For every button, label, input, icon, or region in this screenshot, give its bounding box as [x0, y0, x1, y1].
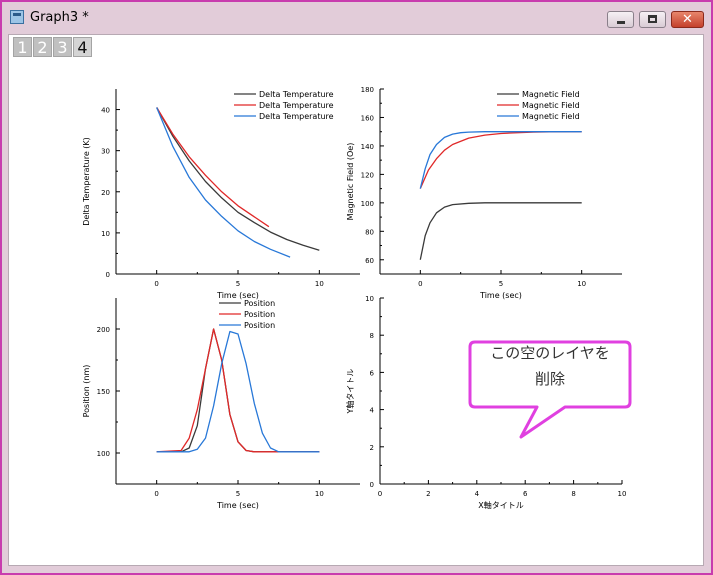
legend-label: Delta Temperature	[259, 90, 334, 99]
y-tick-label: 4	[370, 407, 375, 415]
x-tick-label: 4	[475, 490, 480, 498]
x-tick-label: 0	[154, 280, 158, 288]
y-axis-title: Y軸タイトル	[345, 369, 355, 415]
x-axis-title: Time (sec)	[216, 291, 259, 300]
series-line-1	[156, 328, 320, 453]
y-tick-label: 120	[361, 171, 374, 179]
series-line-1	[419, 202, 582, 260]
series-line-2	[419, 131, 582, 189]
y-tick-label: 10	[365, 295, 374, 303]
y-tick-label: 8	[370, 332, 374, 340]
close-icon: ✕	[682, 12, 693, 27]
y-tick-label: 40	[101, 107, 110, 115]
y-tick-label: 0	[106, 271, 110, 279]
chart-layer-4: 0 2 4 6 8 10 0 2 4 6 8 10 X軸タイトル Y軸タイトル	[345, 295, 626, 510]
legend-label: Delta Temperature	[259, 101, 334, 110]
layer-tab-3[interactable]: 3	[53, 37, 72, 57]
x-axis-title: Time (sec)	[216, 501, 259, 510]
x-tick-label: 6	[523, 490, 528, 498]
legend-label: Delta Temperature	[259, 112, 334, 121]
legend-label: Position	[244, 299, 275, 308]
x-tick-label: 10	[315, 280, 324, 288]
y-tick-label: 100	[361, 200, 374, 208]
window-title: Graph3 *	[30, 10, 89, 25]
x-tick-label: 0	[418, 280, 422, 288]
minimize-button[interactable]	[607, 11, 634, 28]
layer-tab-2[interactable]: 2	[33, 37, 52, 57]
x-tick-label: 5	[499, 280, 503, 288]
maximize-icon	[648, 15, 657, 23]
graph-page[interactable]: 1 2 3 4 0 10 20 30 40 0 5 10 Time (sec) Delta Tem…	[8, 34, 704, 566]
y-tick-label: 200	[97, 326, 110, 334]
x-tick-label: 10	[577, 280, 586, 288]
x-tick-label: 5	[236, 490, 240, 498]
legend-label: Magnetic Field	[522, 101, 580, 110]
x-tick-label: 2	[426, 490, 430, 498]
series-line-2	[156, 107, 270, 228]
chart-layer-1: 0 10 20 30 40 0 5 10 Time (sec) Delta Temperature…	[82, 89, 360, 300]
maximize-button[interactable]	[639, 11, 666, 28]
x-tick-label: 0	[378, 490, 382, 498]
chart-layer-2: 60 80 100 120 140 160 180 0 5 10 Time (sec) Magneti…	[346, 86, 622, 300]
title-bar[interactable]: Graph3 * ✕	[2, 2, 711, 34]
y-tick-label: 20	[101, 189, 110, 197]
close-button[interactable]: ✕	[671, 11, 704, 28]
callout-line-2: 削除	[534, 370, 565, 388]
y-tick-label: 10	[101, 230, 110, 238]
y-tick-label: 160	[361, 114, 374, 122]
series-line-1	[156, 107, 320, 251]
legend-label: Magnetic Field	[522, 90, 580, 99]
y-axis-title: Delta Temperature (K)	[82, 137, 91, 226]
y-tick-label: 100	[97, 450, 110, 458]
y-tick-label: 150	[97, 388, 110, 396]
x-tick-label: 0	[154, 490, 158, 498]
y-tick-label: 0	[370, 481, 374, 489]
callout-bubble	[468, 340, 632, 439]
layer-tab-1[interactable]: 1	[13, 37, 32, 57]
callout-text: この空のレイヤを 削除	[469, 340, 631, 392]
graph-window-icon[interactable]	[10, 10, 24, 24]
chart-layer-3: 100 150 200 0 5 10 Time (sec) Position (nm) Posi…	[82, 298, 360, 510]
series-line-3	[156, 107, 291, 258]
x-tick-label: 10	[315, 490, 324, 498]
x-tick-label: 5	[236, 280, 240, 288]
legend-label: Position	[244, 321, 275, 330]
minimize-icon	[617, 21, 625, 24]
x-axis-title: X軸タイトル	[478, 500, 523, 510]
y-tick-label: 60	[365, 257, 374, 265]
series-line-2	[156, 328, 320, 453]
series-line-3	[419, 131, 582, 189]
x-tick-label: 10	[618, 490, 627, 498]
y-axis-title: Position (nm)	[82, 365, 91, 418]
x-tick-label: 8	[571, 490, 575, 498]
x-axis-title: Time (sec)	[479, 291, 522, 300]
y-tick-label: 6	[370, 369, 375, 377]
y-tick-label: 180	[361, 86, 374, 94]
y-axis-title: Magnetic Field (Oe)	[346, 143, 355, 221]
legend-label: Magnetic Field	[522, 112, 580, 121]
y-tick-label: 2	[370, 444, 374, 452]
series-line-3	[156, 330, 320, 453]
callout-line-1: この空のレイヤを	[490, 344, 610, 362]
y-tick-label: 30	[101, 148, 110, 156]
y-tick-label: 80	[365, 228, 374, 236]
layer-tab-4[interactable]: 4	[73, 37, 92, 57]
legend-label: Position	[244, 310, 275, 319]
y-tick-label: 140	[361, 143, 374, 151]
